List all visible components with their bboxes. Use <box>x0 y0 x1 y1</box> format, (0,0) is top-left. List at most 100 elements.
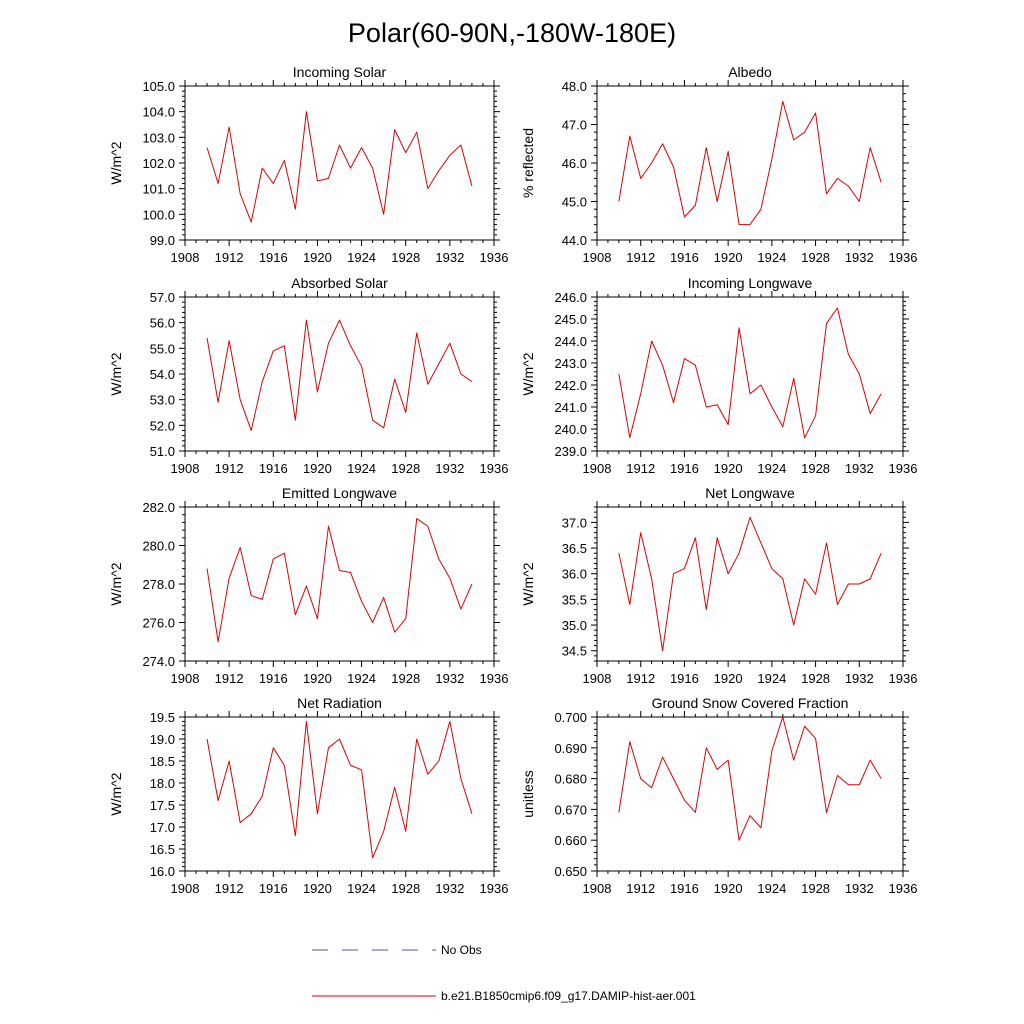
chart-panel-0: Incoming Solar W/m^2 1908 1912 1916 1920 1924 1… <box>108 64 508 265</box>
x-tick-label: 1924 <box>757 881 786 896</box>
x-tick-label: 1932 <box>845 461 874 476</box>
x-tick-label: 1916 <box>259 671 288 686</box>
x-tick-label: 1908 <box>583 671 612 686</box>
y-tick-label: 18.5 <box>150 754 175 769</box>
x-tick-label: 1912 <box>215 250 244 265</box>
y-tick-label: 56.0 <box>150 316 175 331</box>
y-tick-label: 99.0 <box>150 233 175 248</box>
panel-title: Absorbed Solar <box>291 275 388 291</box>
x-tick-label: 1912 <box>215 461 244 476</box>
panel-title: Net Radiation <box>297 695 382 711</box>
y-tick-label: 44.0 <box>562 233 587 248</box>
series-line <box>618 100 882 226</box>
y-tick-label: 19.5 <box>150 710 175 725</box>
y-tick-label: 17.0 <box>150 820 175 835</box>
y-tick-label: 17.5 <box>150 798 175 813</box>
y-tick-label: 0.660 <box>554 833 587 848</box>
x-tick-label: 1916 <box>259 461 288 476</box>
y-tick-label: 240.0 <box>554 422 587 437</box>
y-axis-label: W/m^2 <box>520 352 536 395</box>
y-tick-label: 53.0 <box>150 393 175 408</box>
y-axis-label: unitless <box>520 770 536 817</box>
x-tick-label: 1928 <box>801 250 830 265</box>
y-tick-label: 274.0 <box>142 654 175 669</box>
x-tick-label: 1920 <box>303 250 332 265</box>
x-tick-label: 1916 <box>670 881 699 896</box>
legend-label-model-run: b.e21.B1850cmip6.f09_g17.DAMIP-hist-aer.… <box>441 989 696 1003</box>
x-tick-label: 1924 <box>757 671 786 686</box>
x-tick-label: 1912 <box>626 671 655 686</box>
x-tick-label: 1932 <box>435 671 464 686</box>
x-tick-label: 1928 <box>801 461 830 476</box>
y-tick-label: 51.0 <box>150 444 175 459</box>
panel-title: Albedo <box>728 64 772 80</box>
y-tick-label: 45.0 <box>562 195 587 210</box>
y-tick-label: 55.0 <box>150 341 175 356</box>
x-tick-label: 1908 <box>171 250 200 265</box>
x-tick-label: 1928 <box>391 461 420 476</box>
y-tick-label: 104.0 <box>142 105 175 120</box>
y-tick-label: 239.0 <box>554 444 587 459</box>
x-tick-label: 1928 <box>391 671 420 686</box>
x-tick-label: 1928 <box>391 250 420 265</box>
x-tick-label: 1920 <box>714 250 743 265</box>
y-tick-label: 280.0 <box>142 539 175 554</box>
chart-panel-4: Emitted Longwave W/m^2 1908 1912 1916 1920 192… <box>108 485 508 686</box>
y-tick-label: 35.0 <box>562 618 587 633</box>
x-tick-label: 1908 <box>583 881 612 896</box>
x-tick-label: 1912 <box>215 671 244 686</box>
series-line <box>206 518 473 643</box>
x-tick-label: 1912 <box>626 881 655 896</box>
x-tick-label: 1928 <box>801 881 830 896</box>
y-axis-label: W/m^2 <box>108 562 124 605</box>
x-tick-label: 1908 <box>171 881 200 896</box>
chart-panel-5: Net Longwave W/m^2 1908 1912 1916 1920 1924 192… <box>520 485 917 686</box>
panel-title: Net Longwave <box>705 485 795 501</box>
x-tick-label: 1912 <box>626 250 655 265</box>
y-tick-label: 243.0 <box>554 356 587 371</box>
y-tick-label: 35.5 <box>562 592 587 607</box>
y-tick-label: 16.5 <box>150 842 175 857</box>
x-tick-label: 1936 <box>480 881 509 896</box>
y-tick-label: 241.0 <box>554 400 587 415</box>
y-tick-label: 0.700 <box>554 710 587 725</box>
x-tick-label: 1936 <box>480 250 509 265</box>
x-tick-label: 1924 <box>347 461 376 476</box>
series-line <box>206 720 473 859</box>
y-tick-label: 276.0 <box>142 616 175 631</box>
y-tick-label: 0.680 <box>554 772 587 787</box>
x-tick-label: 1924 <box>347 250 376 265</box>
series-line <box>618 516 882 652</box>
y-axis-label: % reflected <box>520 128 536 198</box>
x-tick-label: 1920 <box>714 461 743 476</box>
y-tick-label: 245.0 <box>554 312 587 327</box>
y-tick-label: 57.0 <box>150 290 175 305</box>
y-tick-label: 46.0 <box>562 156 587 171</box>
y-tick-label: 34.5 <box>562 644 587 659</box>
x-tick-label: 1936 <box>889 881 918 896</box>
x-tick-label: 1916 <box>670 461 699 476</box>
y-tick-label: 52.0 <box>150 418 175 433</box>
y-tick-label: 18.0 <box>150 776 175 791</box>
y-axis-label: W/m^2 <box>108 141 124 184</box>
x-tick-label: 1924 <box>757 250 786 265</box>
x-tick-label: 1912 <box>626 461 655 476</box>
x-tick-label: 1932 <box>845 881 874 896</box>
chart-panel-7: Ground Snow Covered Fraction unitless 1908… <box>520 695 917 896</box>
y-tick-label: 246.0 <box>554 290 587 305</box>
figure-title: Polar(60-90N,-180W-180E) <box>348 18 676 48</box>
chart-panel-1: Albedo % reflected 1908 1912 1916 1920 1924 192… <box>520 64 917 265</box>
y-axis-label: W/m^2 <box>108 772 124 815</box>
panel-title: Ground Snow Covered Fraction <box>652 695 849 711</box>
y-tick-label: 0.650 <box>554 864 587 879</box>
y-tick-label: 48.0 <box>562 79 587 94</box>
legend: No Obs b.e21.B1850cmip6.f09_g17.DAMIP-hi… <box>312 943 696 1003</box>
x-tick-label: 1916 <box>670 671 699 686</box>
chart-panel-3: Incoming Longwave W/m^2 1908 1912 1916 1920 19… <box>520 275 917 476</box>
y-tick-label: 242.0 <box>554 378 587 393</box>
y-tick-label: 54.0 <box>150 367 175 382</box>
y-tick-label: 36.5 <box>562 541 587 556</box>
x-tick-label: 1928 <box>801 671 830 686</box>
